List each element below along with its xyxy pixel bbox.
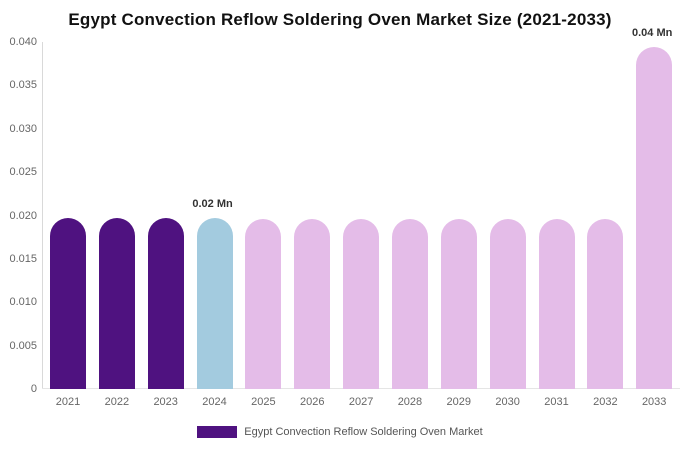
x-tick-label-2024: 2024 [202, 396, 227, 408]
legend-swatch [197, 426, 238, 438]
bar-2024[interactable] [196, 218, 233, 389]
x-tick-label-2029: 2029 [446, 396, 472, 408]
legend[interactable]: Egypt Convection Reflow Soldering Oven M… [0, 426, 680, 438]
chart-title: Egypt Convection Reflow Soldering Oven M… [68, 10, 612, 29]
bar-2033[interactable] [636, 47, 673, 389]
x-tick-label-2025: 2025 [251, 396, 276, 408]
x-tick-label-2033: 2033 [641, 396, 667, 408]
y-tick-label: 0.015 [9, 252, 37, 265]
x-tick-label-2028: 2028 [397, 396, 423, 408]
bar-2028[interactable] [391, 218, 428, 389]
y-tick-label: 0 [30, 383, 37, 395]
bar-2025[interactable] [245, 218, 282, 389]
data-label-2033: 0.04 Mn [632, 27, 673, 40]
x-tick-label-2022: 2022 [104, 396, 130, 408]
y-tick-label: 0.030 [9, 122, 37, 135]
y-tick-label: 0.010 [9, 296, 37, 309]
y-tick-label: 0.035 [9, 79, 37, 92]
legend-label: Egypt Convection Reflow Soldering Oven M… [244, 426, 483, 438]
y-tick-label: 0.005 [9, 339, 37, 352]
x-tick-label-2027: 2027 [348, 396, 374, 408]
y-tick-label: 0.040 [9, 36, 37, 48]
bar-2026[interactable] [294, 218, 331, 389]
bar-2021[interactable] [50, 218, 86, 389]
y-tick-label: 0.025 [9, 166, 37, 179]
x-tick-label-2030: 2030 [495, 396, 520, 408]
bar-2032[interactable] [587, 218, 624, 389]
x-tick-label-2026: 2026 [300, 396, 325, 408]
x-tick-label-2021: 2021 [55, 396, 81, 408]
bar-2023[interactable] [147, 218, 184, 389]
bar-2030[interactable] [489, 218, 526, 389]
bar-2029[interactable] [440, 218, 477, 389]
y-axis-line [42, 42, 43, 389]
x-tick-label-2023: 2023 [153, 396, 178, 408]
data-label-2024: 0.02 Mn [192, 198, 233, 211]
bar-2022[interactable] [98, 218, 135, 389]
y-tick-label: 0.020 [9, 209, 37, 222]
x-tick-label-2032: 2032 [593, 396, 618, 408]
bar-2027[interactable] [343, 218, 380, 389]
x-tick-label-2031: 2031 [544, 396, 569, 408]
bar-2031[interactable] [538, 218, 575, 389]
